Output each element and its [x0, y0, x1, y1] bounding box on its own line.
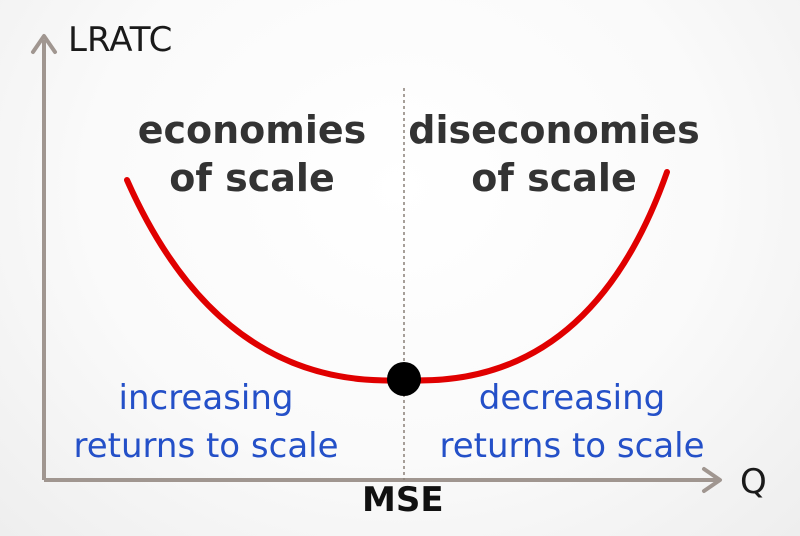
increasing-note-line1: increasing [118, 378, 294, 418]
diseconomies-title-line1: diseconomies [408, 108, 700, 152]
diseconomies-of-scale-title: diseconomies of scale [404, 106, 704, 202]
economies-title-line2: of scale [169, 156, 335, 200]
mse-label: MSE [362, 480, 444, 520]
decreasing-note-line1: decreasing [478, 378, 666, 418]
diseconomies-title-line2: of scale [471, 156, 637, 200]
x-axis-label: Q [740, 462, 767, 502]
y-axis-arrowhead [31, 34, 57, 54]
mse-point [387, 362, 421, 396]
increasing-note-line2: returns to scale [73, 426, 339, 466]
decreasing-note-line2: returns to scale [439, 426, 705, 466]
economies-of-scale-title: economies of scale [124, 106, 380, 202]
increasing-returns-note: increasing returns to scale [60, 374, 352, 470]
y-axis-label: LRATC [68, 20, 173, 60]
economies-title-line1: economies [137, 108, 367, 152]
lratc-curve [124, 169, 670, 384]
x-axis-arrowhead [702, 467, 722, 493]
decreasing-returns-note: decreasing returns to scale [426, 374, 718, 470]
